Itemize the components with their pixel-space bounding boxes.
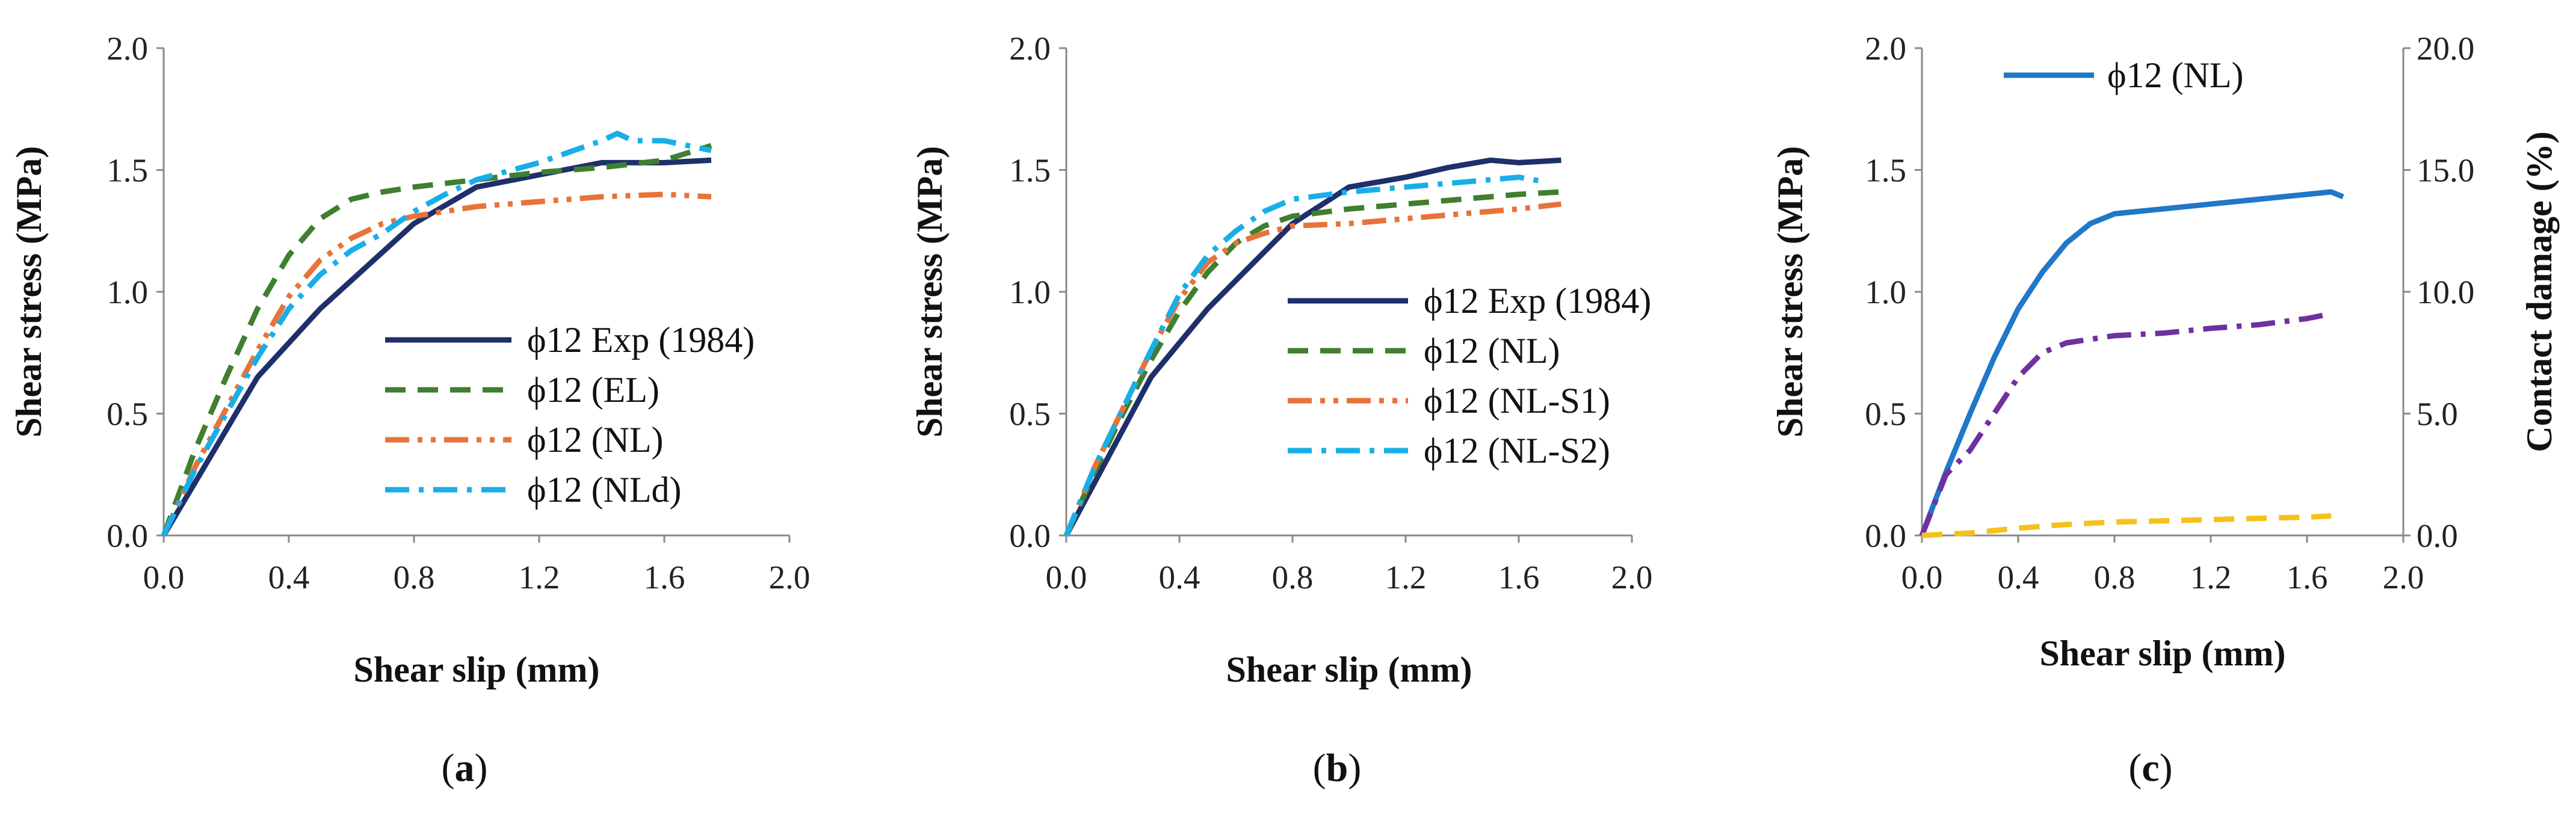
x-tick-label: 0.0: [1901, 559, 1943, 596]
y2-tick-label: 0.0: [2417, 517, 2458, 554]
x-axis-title: Shear slip (mm): [1226, 650, 1472, 689]
y2-axis-title: Contact damage (%): [2519, 131, 2559, 452]
legend-label: ϕ12 (NL): [1424, 331, 1560, 371]
y-tick-label: 1.5: [1865, 152, 1906, 189]
y-tick-label: 2.0: [1009, 30, 1051, 67]
y-tick-label: 0.5: [107, 396, 148, 433]
x-tick-label: 1.2: [2190, 559, 2232, 596]
x-tick-label: 1.2: [1385, 559, 1427, 596]
legend-label: ϕ12 (NLd): [527, 470, 682, 510]
x-tick-label: 0.8: [1272, 559, 1314, 596]
y2-tick-label: 10.0: [2417, 274, 2474, 310]
y-tick-label: 1.0: [1865, 274, 1906, 310]
y-tick-label: 1.0: [107, 274, 148, 310]
y-tick-label: 2.0: [1865, 30, 1906, 67]
y2-tick-label: 20.0: [2417, 30, 2474, 67]
series-line-1: [1919, 189, 2344, 537]
series-line-3: [1921, 513, 2332, 538]
series-line-2: [161, 143, 712, 537]
y-tick-label: 1.5: [1009, 152, 1051, 189]
series-line-3: [1063, 201, 1562, 537]
series-line-4: [1063, 174, 1548, 537]
legend-label: ϕ12 (NL): [527, 420, 664, 460]
x-tick-label: 1.6: [644, 559, 685, 596]
x-tick-label: 0.4: [1998, 559, 2039, 596]
y-axis-title: Shear stress (MPa): [910, 146, 950, 437]
y-axis-title: Shear stress (MPa): [1770, 146, 1810, 437]
panel-caption: (b): [1313, 746, 1362, 790]
panel-caption: (c): [2128, 746, 2172, 790]
legend-label: ϕ12 Exp (1984): [527, 320, 755, 360]
y-tick-label: 1.5: [107, 152, 148, 189]
legend-label: ϕ12 Exp (1984): [1424, 281, 1651, 321]
legend-label: ϕ12 (NL-S1): [1424, 381, 1610, 421]
x-tick-label: 2.0: [2383, 559, 2424, 596]
y-axis-title: Shear stress (MPa): [9, 146, 49, 437]
x-tick-label: 2.0: [769, 559, 811, 596]
y-tick-label: 0.5: [1865, 396, 1906, 433]
y-tick-label: 0.0: [1865, 517, 1906, 554]
x-axis-title: Shear slip (mm): [354, 650, 600, 689]
y-tick-label: 1.0: [1009, 274, 1051, 310]
chart-panel-c: 0.0 0.4 0.8 1.2 1.6 2.0 0.0 0.5 1.0 1.5 2.0 0.0 5.0 1…: [1770, 30, 2559, 790]
x-axis-title: Shear slip (mm): [2040, 634, 2286, 673]
chart-panel-a: 0.0 0.4 0.8 1.2 1.6 2.0 0.0 0.5 1.0 1.5 2.0 Shear s…: [9, 30, 810, 790]
y2-tick-label: 15.0: [2417, 152, 2474, 189]
x-tick-label: 0.4: [1159, 559, 1200, 596]
series-line-2: [1919, 311, 2332, 537]
y-tick-label: 0.5: [1009, 396, 1051, 433]
y-tick-label: 2.0: [107, 30, 148, 67]
chart-panel-b: 0.0 0.4 0.8 1.2 1.6 2.0 0.0 0.5 1.0 1.5 2.0 Shear s…: [910, 30, 1652, 790]
x-tick-label: 1.6: [1498, 559, 1540, 596]
series-line-4: [161, 131, 712, 537]
legend-label: ϕ12 (NL): [2107, 55, 2244, 95]
x-tick-label: 0.4: [268, 559, 310, 596]
panel-caption: (a): [442, 746, 488, 790]
x-tick-label: 0.0: [1046, 559, 1087, 596]
x-tick-label: 1.2: [519, 559, 560, 596]
x-tick-label: 0.0: [143, 559, 185, 596]
x-tick-label: 1.6: [2287, 559, 2328, 596]
y-tick-label: 0.0: [1009, 517, 1051, 554]
x-tick-label: 0.8: [394, 559, 435, 596]
y2-tick-label: 5.0: [2417, 396, 2458, 433]
x-tick-label: 2.0: [1611, 559, 1653, 596]
series-line-1: [1064, 157, 1561, 537]
legend-label: ϕ12 (NL-S2): [1424, 431, 1610, 470]
legend-label: ϕ12 (EL): [527, 370, 659, 410]
x-tick-label: 0.8: [2094, 559, 2136, 596]
y-tick-label: 0.0: [107, 517, 148, 554]
